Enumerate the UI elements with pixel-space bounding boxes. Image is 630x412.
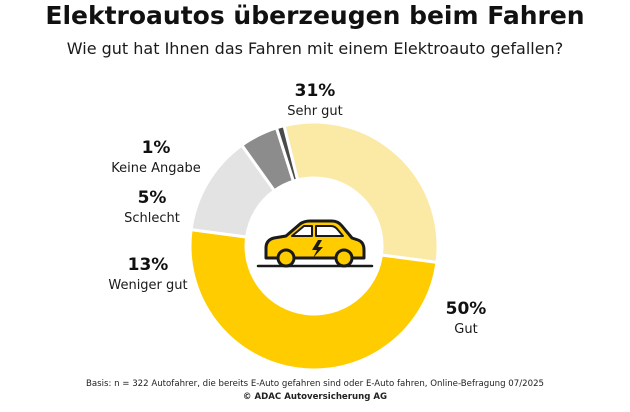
- chart-subtitle: Wie gut hat Ihnen das Fahren mit einem E…: [67, 39, 563, 58]
- slice-gut: [188, 227, 439, 372]
- slice-value-label: 1%: [142, 138, 171, 158]
- slice-value-label: 31%: [295, 81, 336, 101]
- copyright: © ADAC Autoversicherung AG: [243, 392, 387, 402]
- slice-category-label: Weniger gut: [108, 278, 187, 293]
- slice-sehr-gut: [282, 120, 440, 265]
- chart-title: Elektroautos überzeugen beim Fahren: [45, 1, 584, 30]
- slice-value-label: 50%: [446, 299, 487, 319]
- electric-car-icon: [256, 196, 374, 296]
- donut-slices: [188, 120, 440, 372]
- slice-value-label: 5%: [138, 188, 167, 208]
- slice-keine-angabe: [274, 123, 300, 184]
- slice-labels: 31% Sehr gut 50% Gut 13% Weniger gut 5% Schlech…: [108, 81, 486, 337]
- slice-category-label: Keine Angabe: [111, 161, 200, 176]
- slice-category-label: Schlecht: [124, 211, 180, 226]
- slice-value-label: 13%: [128, 255, 169, 275]
- slice-category-label: Gut: [454, 322, 477, 337]
- slice-category-label: Sehr gut: [287, 104, 343, 119]
- footnote: Basis: n = 322 Autofahrer, die bereits E…: [86, 379, 544, 389]
